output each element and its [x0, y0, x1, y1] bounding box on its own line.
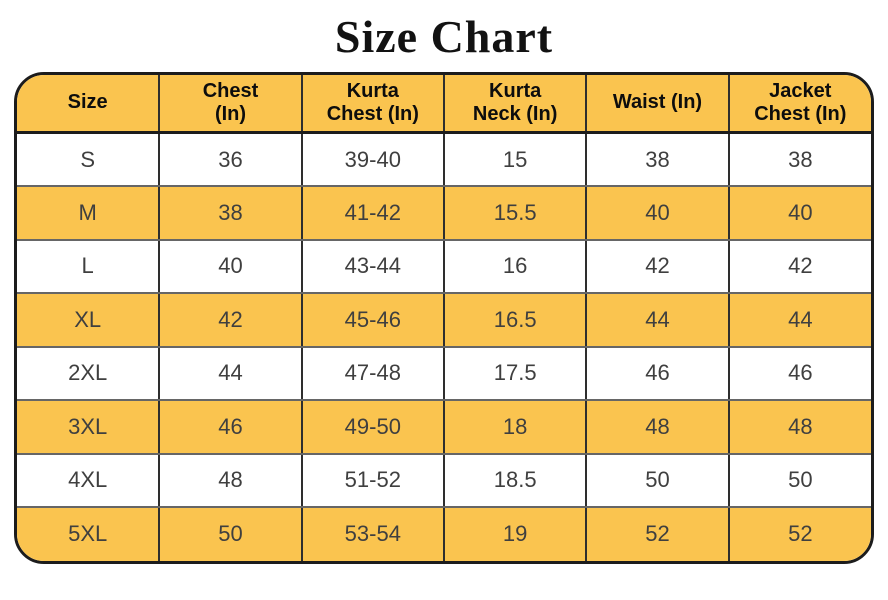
value-cell: 48 [727, 399, 871, 455]
value-cell: 46 [585, 345, 730, 402]
value-cell: 52 [727, 506, 871, 561]
column-header: Jacket Chest (In) [727, 74, 871, 135]
value-cell: 49-50 [300, 399, 445, 455]
value-cell: 46 [727, 345, 871, 402]
value-cell: 50 [158, 506, 303, 561]
value-cell: 51-52 [300, 452, 445, 509]
page-title: Size Chart [334, 11, 554, 62]
size-table: Size Chest (In) Kurta Chest (In) Kurta Neck… [17, 74, 871, 561]
size-cell: 4XL [17, 452, 161, 509]
size-cell: XL [17, 292, 161, 348]
table-row: 2XL 44 47-48 17.5 46 46 [17, 345, 871, 402]
table-row: M 38 41-42 15.5 40 40 [17, 185, 871, 241]
value-cell: 16.5 [442, 292, 588, 348]
size-cell: L [17, 238, 161, 295]
value-cell: 48 [585, 399, 730, 455]
value-cell: 40 [727, 185, 871, 241]
value-cell: 46 [158, 399, 303, 455]
value-cell: 18 [442, 399, 588, 455]
value-cell: 47-48 [300, 345, 445, 402]
value-cell: 42 [158, 292, 303, 348]
table-row: 5XL 50 53-54 19 52 52 [17, 506, 871, 561]
value-cell: 38 [585, 131, 730, 188]
value-cell: 42 [727, 238, 871, 295]
value-cell: 19 [442, 506, 588, 561]
value-cell: 44 [727, 292, 871, 348]
column-header: Kurta Chest (In) [300, 74, 445, 135]
value-cell: 39-40 [300, 131, 445, 188]
value-cell: 41-42 [300, 185, 445, 241]
table-row: L 40 43-44 16 42 42 [17, 238, 871, 295]
column-header: Kurta Neck (In) [442, 74, 588, 135]
column-header: Chest (In) [158, 74, 303, 135]
value-cell: 15 [442, 131, 588, 188]
value-cell: 48 [158, 452, 303, 509]
table-row: 4XL 48 51-52 18.5 50 50 [17, 452, 871, 509]
table-row: S 36 39-40 15 38 38 [17, 131, 871, 188]
column-header: Waist (In) [585, 74, 730, 135]
size-chart-table: Size Chest (In) Kurta Chest (In) Kurta Neck… [14, 71, 874, 564]
value-cell: 16 [442, 238, 588, 295]
value-cell: 52 [585, 506, 730, 561]
value-cell: 38 [158, 185, 303, 241]
value-cell: 38 [727, 131, 871, 188]
table-row: 3XL 46 49-50 18 48 48 [17, 399, 871, 455]
column-header: Size [17, 74, 161, 135]
value-cell: 50 [585, 452, 730, 509]
value-cell: 44 [585, 292, 730, 348]
value-cell: 40 [585, 185, 730, 241]
size-cell: M [17, 185, 161, 241]
value-cell: 43-44 [300, 238, 445, 295]
table-header: Size Chest (In) Kurta Chest (In) Kurta Neck… [17, 74, 871, 135]
size-cell: S [17, 131, 161, 188]
value-cell: 50 [727, 452, 871, 509]
value-cell: 44 [158, 345, 303, 402]
value-cell: 17.5 [442, 345, 588, 402]
value-cell: 15.5 [442, 185, 588, 241]
table-body: S 36 39-40 15 38 38 M 38 41-42 15.5 40 40 L 40 43-44 16… [17, 131, 871, 561]
value-cell: 36 [158, 131, 303, 188]
size-cell: 5XL [17, 506, 161, 561]
value-cell: 45-46 [300, 292, 445, 348]
table-row: XL 42 45-46 16.5 44 44 [17, 292, 871, 348]
header-row: Size Chest (In) Kurta Chest (In) Kurta Neck… [17, 74, 871, 135]
value-cell: 40 [158, 238, 303, 295]
value-cell: 18.5 [442, 452, 588, 509]
value-cell: 53-54 [300, 506, 445, 561]
size-cell: 3XL [17, 399, 161, 455]
value-cell: 42 [585, 238, 730, 295]
size-cell: 2XL [17, 345, 161, 402]
